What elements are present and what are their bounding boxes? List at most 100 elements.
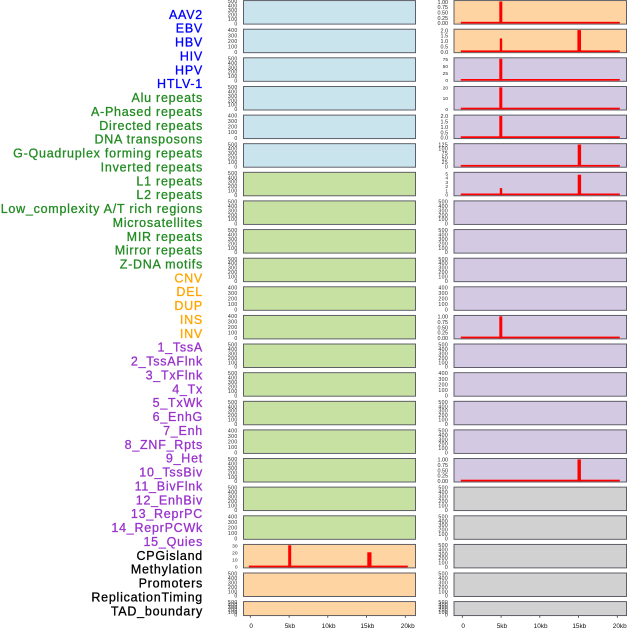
svg-text:200: 200 [438,442,448,448]
svg-text:Z-DNA motifs: Z-DNA motifs [120,258,203,272]
svg-text:100: 100 [228,217,238,223]
svg-text:6_EnhG: 6_EnhG [153,410,203,424]
svg-text:1.00: 1.00 [438,0,449,6]
svg-text:0: 0 [235,565,238,571]
svg-text:0.0: 0.0 [441,50,449,56]
svg-text:200: 200 [228,356,238,362]
svg-text:400: 400 [228,90,238,96]
svg-text:3_TxFlnk: 3_TxFlnk [146,369,203,383]
svg-text:50: 50 [443,64,449,70]
svg-text:200: 200 [228,413,238,419]
svg-text:15_Quies: 15_Quies [143,535,203,549]
svg-text:0.25: 0.25 [438,331,449,337]
svg-text:75: 75 [443,57,449,63]
svg-text:100: 100 [228,274,238,280]
svg-text:200: 200 [228,525,238,531]
svg-text:0: 0 [234,79,237,85]
svg-text:200: 200 [228,12,238,18]
svg-text:0.50: 0.50 [438,11,449,17]
svg-text:100: 100 [228,130,238,136]
svg-text:0.5: 0.5 [441,44,449,50]
svg-text:100: 100 [228,17,238,23]
svg-text:0.0: 0.0 [441,136,449,142]
svg-text:100: 100 [228,475,238,481]
svg-text:0: 0 [234,308,237,314]
svg-text:500: 500 [438,543,448,549]
svg-text:500: 500 [228,142,238,148]
svg-text:200: 200 [438,213,448,219]
svg-text:Inverted repeats: Inverted repeats [101,160,203,174]
svg-text:200: 200 [438,585,448,591]
svg-text:0: 0 [445,164,448,170]
svg-text:100: 100 [438,274,448,280]
svg-text:0: 0 [234,508,237,514]
svg-text:5kb: 5kb [285,623,296,630]
svg-text:300: 300 [228,8,238,14]
svg-text:200: 200 [438,556,448,562]
svg-text:ReplicationTiming: ReplicationTiming [91,590,203,604]
svg-text:300: 300 [438,266,448,272]
svg-text:100: 100 [228,160,238,166]
svg-text:400: 400 [438,547,448,553]
svg-text:400: 400 [228,490,238,496]
svg-text:300: 300 [438,605,448,611]
svg-text:15kb: 15kb [360,623,374,630]
svg-text:300: 300 [228,495,238,501]
svg-text:2_TssAFlnk: 2_TssAFlnk [131,355,203,369]
svg-text:100: 100 [228,44,238,50]
svg-text:300: 300 [438,237,448,243]
svg-text:100: 100 [228,302,238,308]
svg-text:INS: INS [180,313,203,327]
svg-text:200: 200 [438,608,448,614]
svg-text:500: 500 [438,228,448,234]
svg-text:500: 500 [438,572,448,578]
svg-text:5kb: 5kb [497,623,508,630]
svg-text:125: 125 [438,142,448,148]
svg-text:Mirror repeats: Mirror repeats [115,244,203,258]
svg-text:500: 500 [438,400,448,406]
svg-text:2: 2 [445,184,448,190]
svg-text:0.75: 0.75 [438,463,449,469]
svg-text:200: 200 [228,213,238,219]
svg-text:0: 0 [234,193,237,199]
svg-text:0: 0 [461,623,465,630]
svg-text:300: 300 [438,495,448,501]
svg-text:500: 500 [438,514,448,520]
svg-text:0.00: 0.00 [438,479,449,485]
svg-text:30: 30 [232,543,238,549]
svg-text:500: 500 [438,257,448,263]
svg-text:10_TssBiv: 10_TssBiv [139,466,203,480]
svg-text:300: 300 [228,434,238,440]
svg-text:400: 400 [228,204,238,210]
svg-text:100: 100 [228,389,238,395]
svg-text:0: 0 [234,164,237,170]
svg-text:100: 100 [228,503,238,509]
svg-text:1.0: 1.0 [441,39,449,45]
svg-text:400: 400 [228,147,238,153]
svg-text:100: 100 [228,418,238,424]
svg-text:400: 400 [228,603,238,609]
svg-text:50: 50 [442,156,448,162]
svg-text:400: 400 [228,314,238,320]
svg-text:500: 500 [228,257,238,263]
svg-text:CPGisland: CPGisland [137,549,204,563]
svg-text:100: 100 [228,589,238,595]
svg-text:0: 0 [445,393,448,399]
svg-text:HBV: HBV [175,36,203,50]
svg-text:8_ZNF_Rpts: 8_ZNF_Rpts [125,438,203,452]
svg-text:AAV2: AAV2 [169,8,203,22]
svg-text:200: 200 [228,184,238,190]
svg-text:400: 400 [228,175,238,181]
svg-text:500: 500 [228,457,238,463]
svg-text:0: 0 [445,565,448,571]
svg-text:0: 0 [234,613,237,619]
svg-text:200: 200 [438,356,448,362]
svg-text:0.25: 0.25 [438,16,449,22]
svg-text:100: 100 [438,246,448,252]
svg-text:5: 5 [445,171,448,177]
svg-text:300: 300 [228,151,238,157]
svg-text:0: 0 [445,365,448,371]
svg-text:400: 400 [228,261,238,267]
svg-text:25: 25 [442,160,448,166]
svg-text:14_ReprPCWk: 14_ReprPCWk [111,521,203,535]
